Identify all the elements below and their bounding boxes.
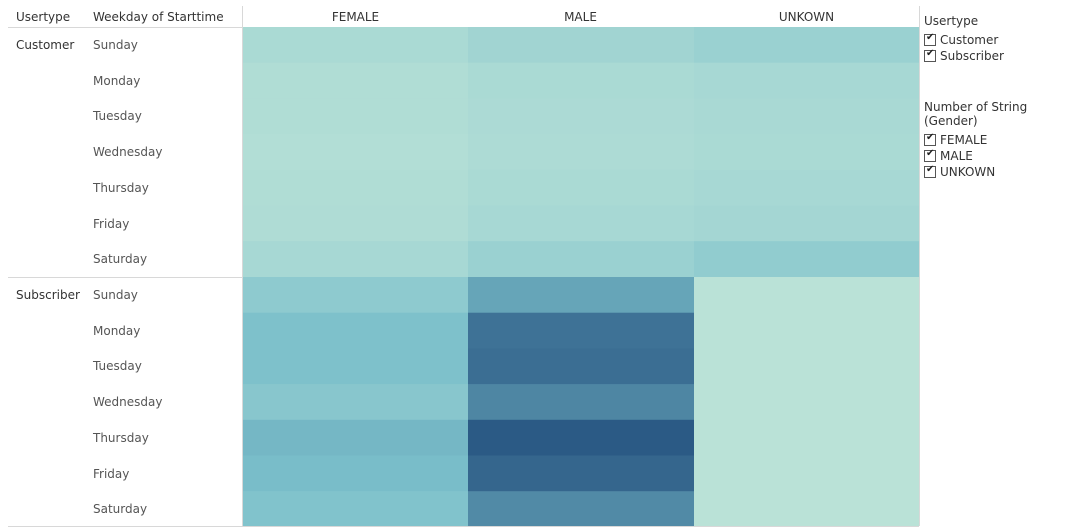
heatmap-cell-subscriber-saturday-male[interactable] — [468, 491, 694, 526]
heatmap-grid — [243, 27, 919, 526]
weekday-label: Monday — [93, 73, 141, 88]
heatmap-cell-customer-thursday-male[interactable] — [468, 169, 694, 206]
gender-filter: Number of String (Gender) FEMALE MALE UN… — [924, 100, 1080, 180]
heatmap-cell-subscriber-saturday-female[interactable] — [243, 491, 468, 526]
usertype-filter-customer-label: Customer — [940, 33, 999, 47]
checkbox-checked-icon[interactable] — [924, 132, 936, 146]
heatmap-cell-customer-sunday-male[interactable] — [468, 27, 694, 64]
heatmap-cell-customer-saturday-female[interactable] — [243, 241, 468, 278]
usertype-filter: Usertype Customer Subscriber — [924, 14, 1004, 64]
heatmap-cell-customer-thursday-unkown[interactable] — [694, 169, 919, 206]
heatmap-cell-customer-monday-male[interactable] — [468, 62, 694, 99]
checkbox-checked-icon[interactable] — [924, 148, 936, 162]
header-divider — [8, 27, 242, 28]
gender-filter-title: Number of String (Gender) — [924, 100, 1028, 128]
heatmap-cell-subscriber-sunday-male[interactable] — [468, 277, 694, 314]
gender-filter-male-label: MALE — [940, 149, 973, 163]
heatmap-cell-customer-saturday-unkown[interactable] — [694, 241, 919, 278]
checkbox-checked-icon[interactable] — [924, 32, 936, 46]
column-header-male: MALE — [564, 10, 597, 24]
column-header-unkown: UNKOWN — [778, 10, 835, 24]
heatmap-cell-subscriber-wednesday-male[interactable] — [468, 384, 694, 421]
heatmap-cell-customer-tuesday-unkown[interactable] — [694, 98, 919, 135]
heatmap-cell-customer-friday-unkown[interactable] — [694, 205, 919, 242]
heatmap-cell-subscriber-wednesday-unkown[interactable] — [694, 384, 919, 421]
heatmap-cell-subscriber-thursday-unkown[interactable] — [694, 419, 919, 456]
weekday-label: Thursday — [93, 430, 149, 445]
heatmap-cell-subscriber-wednesday-female[interactable] — [243, 384, 468, 421]
weekday-label: Saturday — [93, 502, 148, 517]
heatmap-cell-customer-saturday-male[interactable] — [468, 241, 694, 278]
heatmap-cell-subscriber-friday-unkown[interactable] — [694, 455, 919, 492]
usertype-filter-customer[interactable]: Customer — [924, 32, 1004, 48]
heatmap-cell-customer-wednesday-male[interactable] — [468, 134, 694, 171]
usertype-filter-subscriber[interactable]: Subscriber — [924, 48, 1004, 64]
usertype-label-subscriber: Subscriber — [16, 288, 80, 302]
weekday-label: Sunday — [93, 288, 138, 302]
heatmap-cell-customer-friday-female[interactable] — [243, 205, 468, 242]
heatmap-cell-subscriber-tuesday-male[interactable] — [468, 348, 694, 385]
weekday-label: Thursday — [93, 180, 149, 195]
heatmap-cell-customer-tuesday-female[interactable] — [243, 98, 468, 135]
usertype-header: Usertype — [16, 10, 71, 24]
heatmap-cell-customer-wednesday-unkown[interactable] — [694, 134, 919, 171]
checkbox-checked-icon[interactable] — [924, 48, 936, 62]
heatmap-cell-subscriber-monday-female[interactable] — [243, 312, 468, 349]
weekday-label: Saturday — [93, 252, 148, 267]
gender-filter-female-label: FEMALE — [940, 133, 988, 147]
gender-filter-unkown-label: UNKOWN — [940, 165, 996, 179]
weekday-label: Friday — [93, 216, 130, 231]
weekday-label: Tuesday — [93, 109, 142, 124]
heatmap-cell-subscriber-sunday-female[interactable] — [243, 277, 468, 314]
weekday-label: Wednesday — [93, 145, 163, 160]
heatmap-cell-customer-sunday-female[interactable] — [243, 27, 468, 64]
heatmap-cell-subscriber-monday-unkown[interactable] — [694, 312, 919, 349]
heatmap-cell-subscriber-tuesday-unkown[interactable] — [694, 348, 919, 385]
heatmap-cell-subscriber-thursday-male[interactable] — [468, 419, 694, 456]
heatmap-cell-subscriber-tuesday-female[interactable] — [243, 348, 468, 385]
heatmap-cell-customer-tuesday-male[interactable] — [468, 98, 694, 135]
weekday-header: Weekday of Starttime — [93, 10, 224, 24]
heatmap-cell-subscriber-sunday-unkown[interactable] — [694, 277, 919, 314]
bottom-divider — [8, 526, 919, 527]
weekday-label: Sunday — [93, 38, 138, 52]
heatmap-cell-subscriber-friday-male[interactable] — [468, 455, 694, 492]
heatmap-cell-customer-monday-unkown[interactable] — [694, 62, 919, 99]
heatmap-cell-subscriber-friday-female[interactable] — [243, 455, 468, 492]
weekday-label: Friday — [93, 466, 130, 481]
usertype-filter-subscriber-label: Subscriber — [940, 49, 1004, 63]
weekday-label: Tuesday — [93, 359, 142, 374]
gender-filter-female[interactable]: FEMALE — [924, 132, 1080, 148]
heatmap-cell-customer-thursday-female[interactable] — [243, 169, 468, 206]
gender-filter-male[interactable]: MALE — [924, 148, 1080, 164]
gender-filter-unkown[interactable]: UNKOWN — [924, 164, 1080, 180]
heatmap-cell-subscriber-monday-male[interactable] — [468, 312, 694, 349]
heatmap-cell-customer-monday-female[interactable] — [243, 62, 468, 99]
heatmap-cell-customer-sunday-unkown[interactable] — [694, 27, 919, 64]
weekday-label: Wednesday — [93, 395, 163, 410]
heatmap-cell-customer-friday-male[interactable] — [468, 205, 694, 242]
usertype-label-customer: Customer — [16, 38, 75, 52]
right-divider — [919, 6, 920, 526]
heatmap-cell-customer-wednesday-female[interactable] — [243, 134, 468, 171]
usertype-filter-title: Usertype — [924, 14, 979, 28]
weekday-label: Monday — [93, 323, 141, 338]
heatmap-cell-subscriber-saturday-unkown[interactable] — [694, 491, 919, 526]
column-header-female: FEMALE — [331, 10, 380, 24]
heatmap-cell-subscriber-thursday-female[interactable] — [243, 419, 468, 456]
checkbox-checked-icon[interactable] — [924, 164, 936, 178]
axis-divider — [242, 6, 243, 526]
